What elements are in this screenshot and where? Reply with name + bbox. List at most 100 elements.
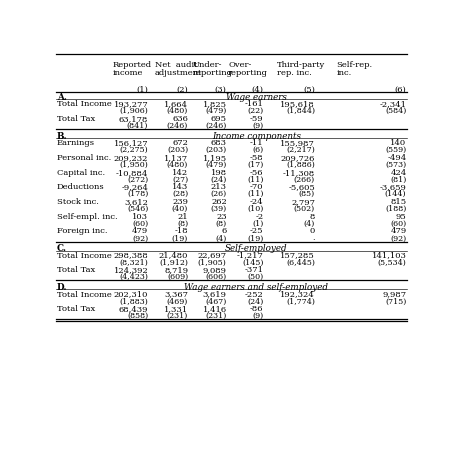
Text: 262: 262 — [211, 198, 226, 206]
Text: 140: 140 — [390, 139, 405, 147]
Text: Income components: Income components — [211, 132, 300, 141]
Text: (40): (40) — [171, 205, 188, 213]
Text: (5): (5) — [303, 85, 314, 93]
Text: (1,886): (1,886) — [285, 161, 314, 169]
Text: Total Income: Total Income — [57, 291, 111, 299]
Text: (19): (19) — [171, 234, 188, 242]
Text: adjustment: adjustment — [154, 69, 202, 77]
Text: (8,321): (8,321) — [119, 259, 148, 267]
Text: (266): (266) — [293, 176, 314, 184]
Text: D.: D. — [57, 283, 67, 292]
Text: -9,264: -9,264 — [121, 183, 148, 191]
Text: (1): (1) — [136, 85, 148, 93]
Text: (1,774): (1,774) — [285, 297, 314, 305]
Text: (81): (81) — [389, 176, 405, 184]
Text: (60): (60) — [389, 220, 405, 228]
Text: (22): (22) — [247, 107, 263, 115]
Text: Net  audit: Net audit — [154, 62, 197, 70]
Text: 21,480: 21,480 — [158, 251, 188, 260]
Text: (27): (27) — [171, 176, 188, 184]
Text: -59: -59 — [249, 115, 263, 123]
Text: 9,089: 9,089 — [202, 266, 226, 274]
Text: (1,912): (1,912) — [159, 259, 188, 267]
Text: 479: 479 — [389, 228, 405, 235]
Text: 1,825: 1,825 — [202, 101, 226, 108]
Text: 6: 6 — [221, 228, 226, 235]
Text: -494: -494 — [387, 154, 405, 162]
Text: (39): (39) — [210, 205, 226, 213]
Text: 155,987: 155,987 — [280, 139, 314, 147]
Text: (6): (6) — [394, 85, 405, 93]
Text: -11: -11 — [249, 139, 263, 147]
Text: Earnings: Earnings — [57, 139, 95, 147]
Text: -2: -2 — [255, 213, 263, 221]
Text: (231): (231) — [166, 312, 188, 320]
Text: 3,619: 3,619 — [202, 291, 226, 299]
Text: Total Tax: Total Tax — [57, 266, 95, 274]
Text: 143: 143 — [171, 183, 188, 191]
Text: 239: 239 — [172, 198, 188, 206]
Text: (203): (203) — [205, 146, 226, 154]
Text: (1,883): (1,883) — [119, 297, 148, 305]
Text: 672: 672 — [172, 139, 188, 147]
Text: (8): (8) — [177, 220, 188, 228]
Text: (584): (584) — [384, 107, 405, 115]
Text: (28): (28) — [171, 190, 188, 198]
Text: (11): (11) — [247, 190, 263, 198]
Text: (609): (609) — [166, 273, 188, 281]
Text: (4): (4) — [251, 85, 263, 93]
Text: Self-employed: Self-employed — [224, 244, 287, 253]
Text: 63,178: 63,178 — [119, 115, 148, 123]
Text: (2,275): (2,275) — [119, 146, 148, 154]
Text: (203): (203) — [166, 146, 188, 154]
Text: 8: 8 — [309, 213, 314, 221]
Text: (559): (559) — [384, 146, 405, 154]
Text: (1,844): (1,844) — [285, 107, 314, 115]
Text: (467): (467) — [205, 297, 226, 305]
Text: -70: -70 — [249, 183, 263, 191]
Text: (841): (841) — [126, 122, 148, 130]
Text: (5,534): (5,534) — [377, 259, 405, 267]
Text: (573): (573) — [384, 161, 405, 169]
Text: (479): (479) — [205, 107, 226, 115]
Text: Personal inc.: Personal inc. — [57, 154, 111, 162]
Text: (92): (92) — [132, 234, 148, 242]
Text: (2): (2) — [176, 85, 188, 93]
Text: (858): (858) — [127, 312, 148, 320]
Text: 22,697: 22,697 — [197, 251, 226, 260]
Text: Capital inc.: Capital inc. — [57, 169, 105, 176]
Text: 195,618: 195,618 — [280, 101, 314, 108]
Text: Total Tax: Total Tax — [57, 115, 95, 123]
Text: 683: 683 — [210, 139, 226, 147]
Text: 0: 0 — [309, 228, 314, 235]
Text: (4): (4) — [215, 234, 226, 242]
Text: Wage earners: Wage earners — [225, 93, 286, 102]
Text: Third-party: Third-party — [276, 62, 325, 70]
Text: (145): (145) — [241, 259, 263, 267]
Text: (246): (246) — [205, 122, 226, 130]
Text: (50): (50) — [247, 273, 263, 281]
Text: rep. inc.: rep. inc. — [276, 69, 311, 77]
Text: Self-rep.: Self-rep. — [336, 62, 372, 70]
Text: 209,232: 209,232 — [114, 154, 148, 162]
Text: C.: C. — [57, 244, 67, 253]
Text: (24): (24) — [210, 176, 226, 184]
Text: Total Tax: Total Tax — [57, 305, 95, 313]
Text: 479: 479 — [132, 228, 148, 235]
Text: 68,439: 68,439 — [119, 305, 148, 313]
Text: (6): (6) — [252, 146, 263, 154]
Text: Foreign inc.: Foreign inc. — [57, 228, 107, 235]
Text: 8,719: 8,719 — [164, 266, 188, 274]
Text: 815: 815 — [390, 198, 405, 206]
Text: (60): (60) — [132, 220, 148, 228]
Text: (17): (17) — [247, 161, 263, 169]
Text: Under-: Under- — [193, 62, 222, 70]
Text: 142: 142 — [172, 169, 188, 176]
Text: 124,392: 124,392 — [113, 266, 148, 274]
Text: (3): (3) — [214, 85, 226, 93]
Text: Total Income: Total Income — [57, 101, 111, 108]
Text: -58: -58 — [249, 154, 263, 162]
Text: 636: 636 — [172, 115, 188, 123]
Text: 103: 103 — [132, 213, 148, 221]
Text: 213: 213 — [210, 183, 226, 191]
